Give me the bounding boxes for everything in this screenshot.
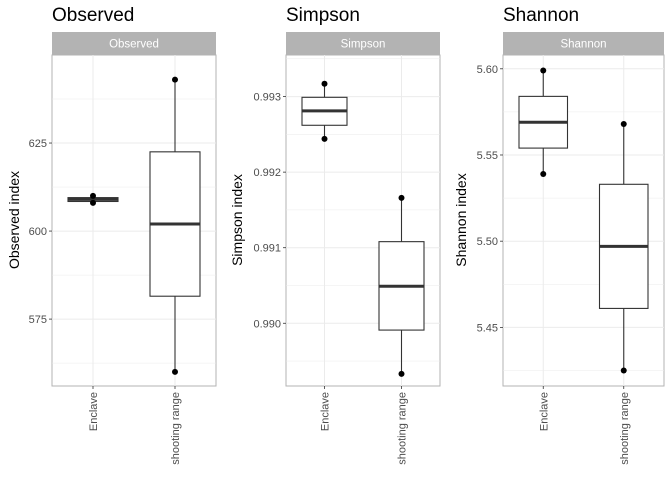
panel-simpson: Simpson Simpson Simpson index 0.990 0.991…: [229, 5, 441, 465]
y-axis-label: Observed index: [6, 171, 22, 269]
box-enclave: [518, 67, 569, 177]
panel-title: Observed: [52, 5, 134, 26]
y-tick-label: 575: [29, 314, 47, 326]
x-categories: Enclave shooting range: [88, 386, 182, 465]
boxes: [301, 80, 425, 377]
y-axis-label: Simpson index: [229, 174, 245, 266]
outlier-point: [321, 135, 328, 142]
boxes: [67, 76, 201, 375]
x-category-label: Enclave: [538, 392, 550, 431]
box-enclave: [67, 192, 119, 206]
panel-title: Shannon: [503, 5, 579, 26]
box-shooting-range: [598, 120, 649, 374]
strip-background: [503, 32, 664, 55]
box-enclave: [301, 80, 348, 142]
y-tick-label: 0.990: [253, 318, 281, 330]
strip-label: Observed: [109, 39, 159, 51]
y-tick-label: 625: [29, 138, 47, 150]
y-ticks: 5.45 5.50 5.55 5.60: [477, 64, 503, 334]
y-axis-label: Shannon index: [453, 173, 469, 266]
outlier-point: [540, 170, 547, 177]
outlier-point: [398, 194, 405, 201]
y-tick-label: 0.992: [253, 167, 281, 179]
x-category-label: shooting range: [619, 392, 631, 465]
x-categories: Enclave shooting range: [538, 386, 631, 465]
y-tick-label: 0.991: [253, 243, 281, 255]
x-categories: Enclave shooting range: [320, 386, 409, 465]
strip-label: Simpson: [341, 39, 386, 51]
y-ticks: 0.990 0.991 0.992 0.993: [253, 92, 286, 330]
y-tick-label: 600: [29, 226, 47, 238]
outlier-point: [620, 120, 627, 127]
strip-label: Shannon: [560, 39, 606, 51]
boxes: [518, 67, 649, 374]
y-tick-label: 5.60: [477, 64, 498, 76]
outlier-point: [321, 80, 328, 87]
box-shooting-range: [149, 76, 201, 375]
box-shooting-range: [378, 194, 425, 377]
y-ticks: 575 600 625: [29, 138, 52, 326]
outlier-point: [540, 67, 547, 74]
plot-area: 0.990 0.991 0.992 0.993 Enclave shooting ran…: [253, 54, 441, 465]
outlier-point: [398, 370, 405, 377]
outlier-point: [620, 367, 627, 374]
panel-title: Simpson: [286, 5, 360, 26]
y-tick-label: 5.45: [477, 322, 498, 334]
y-tick-label: 5.55: [477, 150, 498, 162]
panel-observed: Observed Observed Observed index 575 600 6…: [6, 5, 217, 465]
plot-area: 575 600 625 Enclave shooting range: [29, 54, 217, 465]
panel-shannon: Shannon Shannon Shannon index 5.455.505.…: [453, 5, 665, 465]
outlier-point: [172, 76, 178, 83]
x-category-label: shooting range: [170, 392, 182, 465]
outlier-point: [90, 192, 96, 199]
x-category-label: Enclave: [320, 392, 332, 431]
plot-area: 5.45 5.50 5.55 5.60 Enclave shooting range: [477, 54, 665, 465]
outlier-point: [172, 368, 178, 375]
strip-background: [52, 32, 216, 55]
strip-background: [286, 32, 440, 55]
y-tick-label: 5.50: [477, 236, 498, 248]
x-category-label: shooting range: [397, 392, 409, 465]
outlier-point: [90, 199, 96, 206]
x-category-label: Enclave: [88, 392, 100, 431]
y-tick-label: 0.993: [253, 92, 281, 104]
